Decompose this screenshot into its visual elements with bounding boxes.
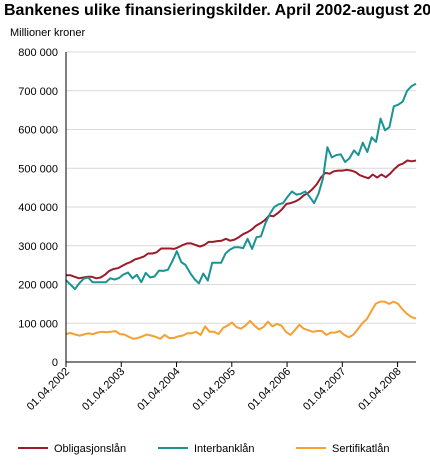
y-tick-label: 200 000: [18, 280, 58, 292]
series-line-0: [66, 159, 417, 280]
x-tick-label: 01.04.2003: [80, 366, 127, 413]
x-tick-label: 01.04.2004: [135, 366, 182, 413]
y-tick-label: 0: [52, 357, 58, 369]
y-tick-labels: 0 100 000 200 000 300 000 400 000 500 000 600 …: [18, 47, 58, 369]
x-tick-label: 01.04.2006: [246, 366, 293, 413]
x-tick-label: 01.04.2005: [190, 366, 237, 413]
y-tick-label: 400 000: [18, 202, 58, 214]
legend-label-0: Obligasjonslån: [54, 443, 126, 455]
legend: Obligasjonslån Interbanklån Sertifikatlån: [18, 443, 389, 455]
x-tick-label: 01.04.2007: [301, 366, 348, 413]
series-line-2: [65, 300, 417, 340]
y-tick-label: 700 000: [18, 86, 58, 98]
legend-label-2: Sertifikatlån: [332, 443, 389, 455]
x-tick-label: 01.04.2002: [25, 366, 72, 413]
y-tick-label: 100 000: [18, 318, 58, 330]
y-tick-label: 500 000: [18, 163, 58, 175]
x-tick-labels: 01.04.2002 01.04.2003 01.04.2004 01.04.2005…: [25, 366, 404, 413]
x-tick-label: 01.04.2008: [356, 366, 403, 413]
chart-title: Bankenes ulike finansieringskilder. Apri…: [4, 2, 430, 19]
y-tick-label: 300 000: [18, 241, 58, 253]
axes: [65, 52, 416, 367]
y-tick-label: 800 000: [18, 47, 58, 59]
grid-lines: [66, 51, 416, 324]
y-axis-unit-label: Millioner kroner: [10, 27, 86, 39]
series-lines: [65, 82, 417, 340]
series-line-1: [65, 82, 417, 291]
y-tick-label: 600 000: [18, 125, 58, 137]
legend-label-1: Interbanklån: [194, 443, 255, 455]
